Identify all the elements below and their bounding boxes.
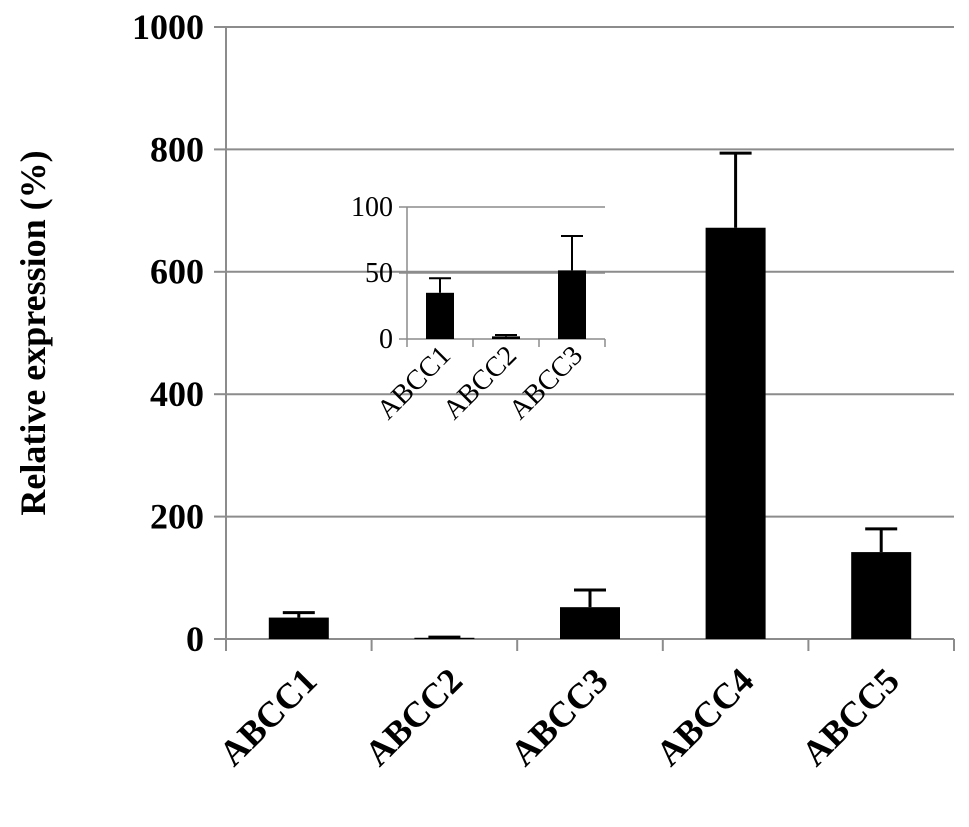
- main-category-label: ABCC2: [357, 660, 470, 773]
- inset-y-tick-label: 100: [351, 192, 393, 223]
- inset-bar: [558, 270, 586, 339]
- main-category-label: ABCC4: [648, 660, 761, 773]
- main-y-tick-label: 1000: [132, 7, 204, 47]
- main-category-label: ABCC5: [794, 660, 907, 773]
- main-bar: [705, 227, 766, 639]
- inset-category-label: ABCC2: [437, 340, 523, 426]
- main-bar: [851, 552, 912, 639]
- inset-y-tick-label: 50: [365, 258, 393, 289]
- main-y-tick-label: 0: [186, 619, 204, 659]
- main-y-tick-label: 400: [150, 374, 204, 414]
- inset-bar: [426, 292, 454, 339]
- inset-bar: [492, 336, 520, 339]
- inset-category-label: ABCC3: [503, 340, 589, 426]
- main-y-tick-label: 200: [150, 496, 204, 536]
- inset-y-tick-label: 0: [379, 324, 393, 355]
- main-category-label: ABCC1: [211, 660, 324, 773]
- main-y-tick-label: 800: [150, 129, 204, 169]
- y-axis-title: Relative expression (%): [13, 150, 53, 515]
- main-bar: [560, 607, 620, 639]
- main-y-tick-label: 600: [150, 252, 204, 292]
- main-category-label: ABCC3: [503, 660, 616, 773]
- main-bar: [268, 617, 329, 639]
